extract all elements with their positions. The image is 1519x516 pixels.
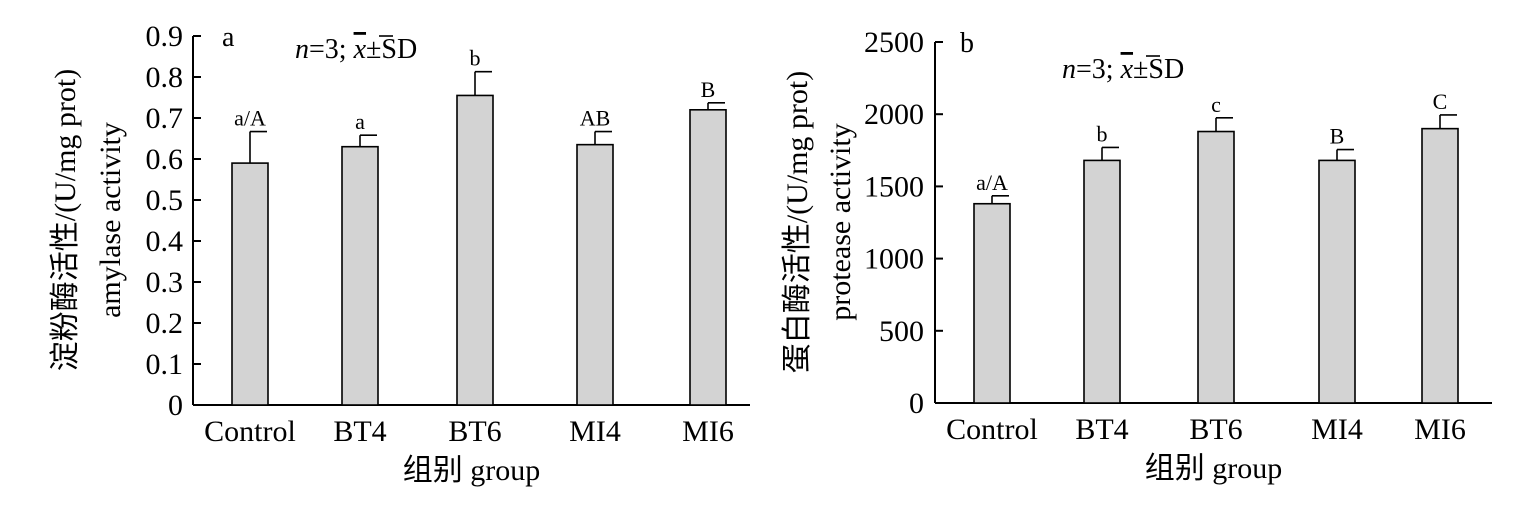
significance-label: a/A [234, 106, 266, 131]
annotation: n=3; x±SD [1062, 54, 1184, 85]
bar-bt6 [1197, 130, 1235, 404]
y-tick-label: 1000 [864, 243, 924, 276]
significance-label: b [470, 46, 481, 71]
y-tick-label: 0.1 [146, 348, 184, 381]
x-tick-label: Control [204, 415, 296, 448]
panel-letter: b [960, 28, 974, 59]
y-tick-label: 2000 [864, 98, 924, 131]
y-axis-label: protease activity [824, 123, 857, 320]
annotation-sd: ±SD [366, 34, 417, 65]
bar-control [231, 162, 269, 406]
y-axis-label: 淀粉酶活性/(U/mg prot) [49, 69, 82, 371]
y-tick-label: 500 [879, 315, 924, 348]
annotation-n-text: =3; [309, 34, 354, 65]
bar-mi6 [1421, 127, 1459, 404]
bar-mi6 [689, 109, 727, 406]
x-tick-label: MI6 [682, 415, 734, 448]
y-tick-label: 0 [168, 389, 183, 422]
x-axis-label: 组别 group [403, 454, 541, 487]
significance-label: a [355, 109, 365, 134]
chart-panel-a: 0 0.1 0.2 0.3 0.4 0.5 0.6 0.7 0.8 0.9 a/A Control a B… [49, 20, 750, 487]
x-tick-label: BT6 [448, 415, 501, 448]
significance-label: B [701, 77, 716, 102]
x-tick-label: BT4 [333, 415, 386, 448]
chart-panel-b: 0 500 1000 1500 2000 2500 a/A Control b BT4 c BT6 B M… [781, 26, 1492, 485]
x-tick-label: MI4 [1311, 413, 1363, 446]
x-axis-label: 组别 group [1145, 452, 1283, 485]
annotation-mean-symbol: x [353, 34, 367, 65]
significance-label: B [1330, 124, 1345, 149]
annotation-n-text: =3; [1076, 54, 1121, 85]
y-tick-label: 1500 [864, 170, 924, 203]
panel-letter: a [222, 22, 235, 53]
x-tick-label: Control [946, 413, 1038, 446]
annotation-mean-symbol: x [1120, 54, 1134, 85]
annotation-sd: ±SD [1133, 54, 1184, 85]
significance-label: a/A [976, 170, 1008, 195]
significance-label: b [1097, 121, 1108, 146]
significance-label: c [1211, 92, 1221, 117]
x-tick-label: BT6 [1189, 413, 1242, 446]
bar-bt4 [1083, 159, 1121, 404]
annotation: n=3; x±SD [295, 34, 417, 65]
bar-bt4 [341, 145, 379, 406]
significance-label: C [1433, 89, 1448, 114]
y-tick-label: 0.6 [146, 143, 184, 176]
bar-mi4 [1318, 159, 1356, 404]
annotation-n: n [1062, 54, 1076, 85]
y-tick-label: 0.2 [146, 307, 184, 340]
significance-label: AB [580, 106, 611, 131]
x-tick-label: BT4 [1075, 413, 1128, 446]
x-tick-label: MI6 [1414, 413, 1466, 446]
y-tick-label: 0.3 [146, 266, 184, 299]
y-axis-label: amylase activity [94, 122, 127, 318]
bar-control [973, 202, 1011, 404]
bar-mi4 [576, 143, 614, 406]
y-tick-label: 0.7 [146, 102, 184, 135]
bar-bt6 [456, 94, 494, 406]
y-tick-label: 2500 [864, 26, 924, 59]
y-tick-label: 0.5 [146, 184, 184, 217]
y-tick-label: 0.4 [146, 225, 184, 258]
annotation-n: n [295, 34, 309, 65]
y-tick-label: 0 [909, 387, 924, 420]
y-tick-label: 0.8 [146, 61, 184, 94]
y-axis-label: 蛋白酶活性/(U/mg prot) [781, 71, 814, 373]
y-tick-label: 0.9 [146, 20, 184, 53]
x-tick-label: MI4 [569, 415, 621, 448]
